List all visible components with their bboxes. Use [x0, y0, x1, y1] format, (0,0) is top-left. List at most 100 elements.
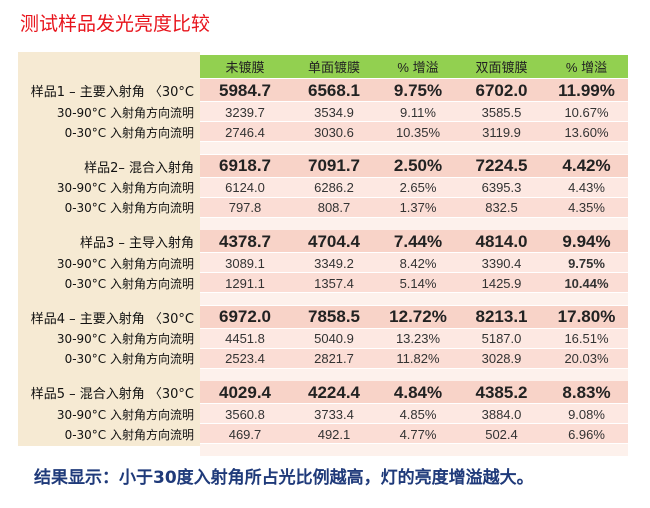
- cell: 3349.2: [314, 255, 354, 271]
- cell: 7091.7: [308, 156, 360, 175]
- cell: 8.83%: [562, 382, 611, 402]
- cell: 3560.8: [225, 406, 265, 422]
- row-bg: [200, 404, 628, 423]
- cell: 13.23%: [395, 331, 441, 346]
- spacer-row: [200, 368, 628, 381]
- row-label: 样品5 – 混合入射角 〈30°C: [30, 387, 194, 402]
- header-cell: 单面镀膜: [307, 60, 360, 75]
- cell: 11.99%: [558, 80, 615, 100]
- row-label: 样品3 – 主导入射角: [79, 236, 194, 251]
- row-bg: [200, 122, 628, 141]
- cell: 4.42%: [562, 156, 611, 175]
- row-label: 0-30°C 入射角方向流明: [64, 125, 194, 140]
- row-bg: [200, 230, 628, 252]
- row-bg: [200, 79, 628, 101]
- cell: 3534.9: [314, 104, 354, 120]
- cell: 3390.4: [481, 255, 522, 271]
- cell: 4451.8: [225, 331, 265, 346]
- cell: 3030.6: [314, 124, 354, 140]
- cell: 3028.9: [481, 351, 522, 366]
- cell: 8.42%: [399, 255, 437, 271]
- cell: 5040.9: [314, 331, 354, 346]
- header-cell: % 增溢: [565, 60, 608, 75]
- cell: 832.5: [485, 200, 518, 215]
- cell: 6972.0: [219, 307, 271, 326]
- cell: 2.50%: [393, 156, 443, 175]
- cell: 6918.7: [219, 156, 271, 175]
- cell: 7.44%: [393, 231, 443, 251]
- cell: 4.43%: [568, 180, 605, 195]
- cell: 9.75%: [393, 80, 443, 100]
- cell: 4704.4: [308, 231, 360, 251]
- cell: 2523.4: [225, 351, 265, 366]
- header-cell: 双面镀膜: [475, 60, 528, 75]
- cell: 10.44%: [564, 275, 609, 291]
- cell: 17.80%: [557, 307, 616, 326]
- cell: 10.67%: [564, 104, 609, 120]
- title: 测试样品发光亮度比较: [20, 12, 211, 35]
- row-label: 30-90°C 入射角方向流明: [56, 105, 194, 120]
- cell: 16.51%: [564, 331, 609, 346]
- cell: 4378.7: [219, 231, 271, 251]
- row-label: 样品4 – 主要入射角 〈30°C: [30, 311, 194, 327]
- spacer-row: [200, 444, 628, 456]
- row-bg: [200, 305, 628, 328]
- row-label: 0-30°C 入射角方向流明: [64, 201, 194, 215]
- cell: 6568.1: [308, 80, 360, 100]
- cell: 4.77%: [399, 426, 437, 442]
- cell: 4224.4: [308, 382, 360, 402]
- cell: 6395.3: [481, 180, 522, 195]
- row-label: 0-30°C 入射角方向流明: [64, 427, 194, 442]
- cell: 3733.4: [314, 406, 354, 422]
- cell: 13.60%: [564, 124, 609, 140]
- cell: 1425.9: [481, 275, 522, 291]
- cell: 4.35%: [568, 200, 605, 215]
- cell: 12.72%: [389, 307, 447, 326]
- cell: 4814.0: [475, 231, 528, 251]
- row-bg: [200, 348, 628, 368]
- row-label: 样品1 – 主要入射角 〈30°C: [30, 85, 194, 100]
- conclusion: 结果显示：小于30度入射角所占光比例越高，灯的亮度增溢越大。: [34, 467, 534, 488]
- label-column-bg: [18, 52, 200, 446]
- cell: 6286.2: [314, 180, 354, 195]
- cell: 4.85%: [399, 406, 437, 422]
- cell: 8213.1: [475, 307, 528, 326]
- row-bg: [200, 381, 628, 403]
- row-label: 30-90°C 入射角方向流明: [56, 332, 194, 346]
- cell: 11.82%: [396, 351, 440, 366]
- cell: 4385.2: [475, 382, 528, 402]
- cell: 3585.5: [481, 104, 522, 120]
- row-bg: [200, 273, 628, 292]
- cell: 10.35%: [395, 124, 441, 140]
- cell: 3089.1: [225, 255, 265, 271]
- cell: 6.96%: [568, 426, 605, 442]
- row-label: 0-30°C 入射角方向流明: [64, 276, 194, 291]
- cell: 7224.5: [475, 156, 528, 175]
- header-cell: 未镀膜: [225, 60, 265, 75]
- cell: 9.94%: [562, 231, 611, 251]
- header-bg: [200, 55, 628, 78]
- row-bg: [200, 102, 628, 121]
- cell: 6702.0: [475, 80, 528, 100]
- row-label: 30-90°C 入射角方向流明: [56, 407, 194, 422]
- cell: 4.84%: [393, 382, 443, 402]
- cell: 2746.4: [225, 124, 265, 140]
- cell: 1291.1: [225, 275, 265, 291]
- cell: 1.37%: [399, 200, 437, 215]
- cell: 9.11%: [400, 104, 436, 120]
- cell: 2.65%: [399, 180, 437, 195]
- cell: 1357.4: [314, 275, 354, 291]
- cell: 3884.0: [481, 406, 522, 422]
- cell: 9.08%: [568, 406, 605, 422]
- row-label: 样品2– 混合入射角: [84, 160, 194, 176]
- cell: 502.4: [485, 426, 518, 442]
- cell: 4029.4: [219, 382, 271, 402]
- cell: 797.8: [228, 200, 262, 215]
- row-bg: [200, 177, 628, 197]
- row-label: 30-90°C 入射角方向流明: [56, 181, 194, 195]
- cell: 7858.5: [308, 307, 360, 326]
- cell: 5187.0: [481, 331, 522, 346]
- cell: 808.7: [317, 200, 351, 215]
- spacer-row: [200, 217, 628, 230]
